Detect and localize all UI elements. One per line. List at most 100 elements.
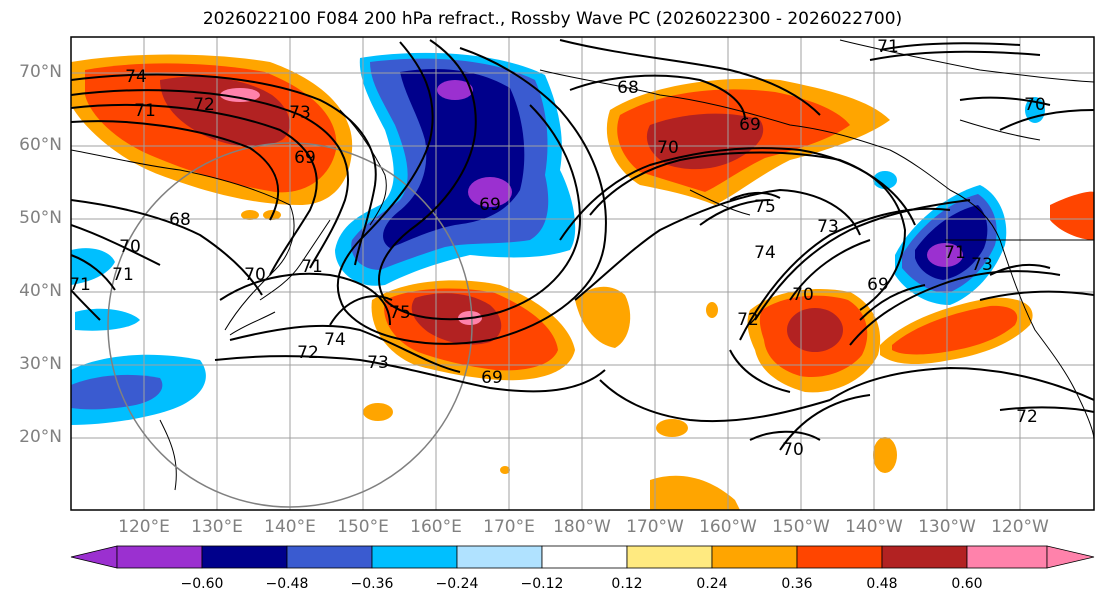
contour-label: 68 (617, 78, 639, 98)
longitude-label: 120°W (991, 517, 1049, 537)
shading-region (241, 210, 259, 220)
map-frame (70, 36, 1095, 511)
colorbar-tick-label: 0.48 (866, 576, 898, 592)
shading-region (646, 113, 764, 170)
contour-label: 71 (112, 265, 134, 285)
colorbar-tick-label: −0.48 (265, 576, 309, 592)
contour-label: 73 (289, 103, 311, 123)
colorbar-swatch (626, 545, 713, 569)
shading-region (500, 466, 510, 474)
contour-label: 71 (944, 243, 966, 263)
contour-label: 69 (294, 148, 316, 168)
contour-label: 69 (479, 195, 501, 215)
contour-lines (71, 39, 1094, 451)
colorbar-swatch (286, 545, 373, 569)
contour-label-group: 71 74 72 73 71 69 68 70 71 70 72 74 73 7… (69, 37, 1046, 460)
shading-region (787, 308, 843, 352)
longitude-label: 170°E (483, 517, 535, 537)
shading-region (71, 374, 163, 410)
contour-label: 73 (817, 217, 839, 237)
contour-label: 72 (1016, 407, 1038, 427)
colorbar-extend-low (70, 545, 118, 569)
longitude-label: 140°E (264, 517, 316, 537)
colorbar-tick-label: 0.36 (781, 576, 813, 592)
longitude-label: 150°E (337, 517, 389, 537)
contour-label: 69 (739, 115, 761, 135)
shading-region (873, 437, 897, 473)
shading-region (575, 286, 631, 348)
longitude-label: 180°W (553, 517, 611, 537)
shading-region (220, 88, 260, 102)
latitude-label: 60°N (19, 135, 62, 155)
map-title: 2026022100 F084 200 hPa refract., Rossby… (202, 9, 903, 29)
colorbar-extend-high (1046, 545, 1095, 569)
longitude-label: 130°W (918, 517, 976, 537)
coastlines (71, 39, 1094, 491)
longitude-label: 140°W (845, 517, 903, 537)
shading-region (1050, 191, 1094, 240)
colorbar-tick-label: −0.60 (180, 576, 224, 592)
contour-label: 72 (193, 95, 215, 115)
colorbar-tick-label: −0.36 (350, 576, 394, 592)
contour-label: 69 (867, 275, 889, 295)
contour-label: 74 (754, 243, 776, 263)
contour-label: 70 (244, 265, 266, 285)
contour-label: 72 (737, 310, 759, 330)
shading-region (873, 171, 897, 189)
contour-label: 70 (792, 285, 814, 305)
latitude-label: 20°N (19, 427, 62, 447)
colorbar (70, 545, 1095, 569)
shading-region (656, 419, 688, 437)
contour-label: 73 (971, 255, 993, 275)
shading-region (468, 177, 512, 207)
colorbar-tick-label: 0.60 (951, 576, 983, 592)
contour-label: 71 (134, 101, 156, 121)
contour-label: 71 (877, 37, 899, 57)
colorbar-swatch (711, 545, 798, 569)
latitude-label: 40°N (19, 281, 62, 301)
longitude-label: 160°W (699, 517, 757, 537)
colorbar-swatch (541, 545, 628, 569)
colorbar-swatch (796, 545, 883, 569)
contour-label: 74 (324, 330, 346, 350)
latitude-label: 50°N (19, 208, 62, 228)
shading-region (437, 80, 473, 100)
longitude-label: 170°W (626, 517, 684, 537)
contour-label: 70 (1024, 95, 1046, 115)
contour-label: 72 (297, 343, 319, 363)
colorbar-swatch (881, 545, 968, 569)
contour-label: 70 (782, 440, 804, 460)
contour-label: 71 (69, 275, 91, 295)
longitude-label: 160°E (410, 517, 462, 537)
colorbar-tick-label: 0.12 (611, 576, 643, 592)
contour-label: 70 (119, 237, 141, 257)
longitude-label: 120°E (118, 517, 170, 537)
colorbar-swatch (966, 545, 1048, 569)
shading-region (706, 302, 718, 318)
contour-label: 75 (754, 197, 776, 217)
contour-label: 71 (301, 257, 323, 277)
contour-label: 68 (169, 210, 191, 230)
shading-region (363, 403, 393, 421)
latitude-label: 30°N (19, 354, 62, 374)
contour-label: 70 (657, 138, 679, 158)
colorbar-tick-label: −0.12 (520, 576, 564, 592)
shading-region (650, 475, 740, 510)
shading-region (892, 305, 1018, 355)
colorbar-swatch (456, 545, 543, 569)
longitude-label: 130°E (191, 517, 243, 537)
latitude-label: 70°N (19, 62, 62, 82)
colorbar-tick-label: −0.24 (435, 576, 479, 592)
longitude-label: 150°W (772, 517, 830, 537)
contour-label: 74 (125, 67, 147, 87)
colorbar-swatch (371, 545, 458, 569)
shading-layer (71, 52, 1094, 510)
contour-label: 73 (367, 353, 389, 373)
colorbar-swatch (116, 545, 203, 569)
contour-label: 69 (481, 368, 503, 388)
contour-label: 75 (389, 303, 411, 323)
colorbar-swatch (201, 545, 288, 569)
shading-region (927, 243, 963, 267)
great-circle-outline (107, 142, 473, 508)
